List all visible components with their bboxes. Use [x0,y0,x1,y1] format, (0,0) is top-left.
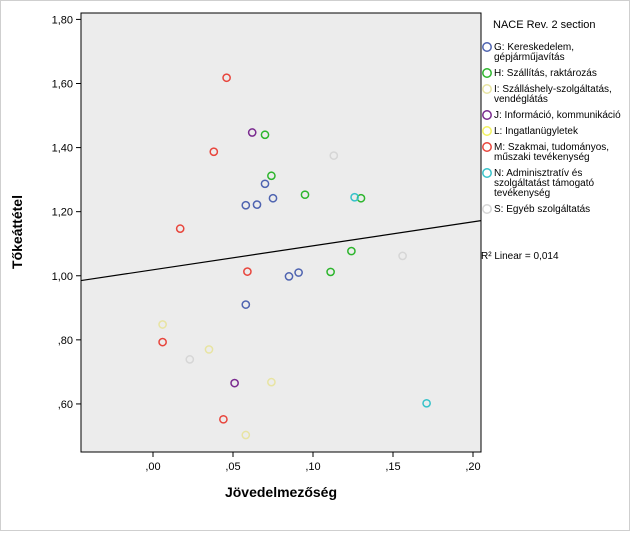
legend-label: G: Kereskedelem, gépjárműjavítás [494,42,574,63]
data-point [185,355,195,364]
y-axis-label: Tőkeáttétel [9,195,25,269]
data-point [204,345,214,354]
legend-label: L: Ingatlanügyletek [494,126,579,137]
data-point [268,193,278,203]
legend-marker [482,84,492,94]
legend-label: N: Adminisztratív és szolgáltatást támoga… [494,168,594,199]
data-point [252,200,262,209]
y-tick-label: 1,00 [52,271,73,283]
data-point [294,268,303,277]
data-point [219,414,228,424]
r2-annotation: R² Linear = 0,014 [481,251,559,262]
data-point [284,272,294,281]
data-point [347,246,356,256]
y-tick-label: 1,60 [52,78,73,90]
y-tick-label: 1,20 [52,207,73,219]
legend-label: I: Szálláshely-szolgáltatás, vendéglátás [494,84,612,105]
legend-marker [482,204,492,214]
x-tick-label: ,20 [465,461,480,473]
y-tick-label: ,60 [58,399,73,411]
data-point [300,190,310,200]
x-tick-label: ,05 [225,461,240,473]
legend-marker [482,142,492,152]
data-point [230,378,239,388]
legend-marker [482,126,492,136]
legend-label: H: Szállítás, raktározás [494,68,597,79]
data-point [241,200,251,210]
fit-line [80,220,482,282]
data-point [158,337,167,347]
y-tick-label: ,80 [58,335,73,347]
y-tick-label: 1,40 [52,143,73,155]
x-axis-label: Jövedelmezőség [225,484,337,500]
data-point [260,179,270,189]
x-tick-label: ,15 [385,461,400,473]
legend: G: Kereskedelem, gépjárműjavítás H: Szállí… [482,42,621,215]
data-point [175,224,185,234]
legend-label: M: Szakmai, tudományos, műszaki tevékenys… [494,142,609,163]
legend-marker [482,68,492,78]
data-point [326,267,335,277]
data-point [243,267,252,276]
data-point [267,171,276,181]
data-point [422,398,431,408]
chart-marks [80,73,482,440]
data-point [209,147,219,157]
legend-marker [482,42,492,52]
legend-marker [482,110,492,120]
data-point [398,251,407,261]
data-point [267,377,276,387]
y-tick-label: 1,80 [52,14,73,26]
legend-marker [482,168,492,178]
legend-label: S: Egyéb szolgáltatás [494,204,590,215]
legend-title: NACE Rev. 2 section [493,19,596,31]
x-tick-label: ,00 [145,461,160,473]
legend-label: J: Információ, kommunikáció [494,110,621,121]
data-point [222,73,231,83]
data-point [260,130,270,140]
data-point [158,320,167,329]
data-point [247,128,257,137]
data-point [350,192,359,202]
data-point [329,151,339,160]
x-tick-label: ,10 [305,461,320,473]
data-point [241,430,251,440]
data-point [241,300,251,309]
plot-area [80,12,482,453]
